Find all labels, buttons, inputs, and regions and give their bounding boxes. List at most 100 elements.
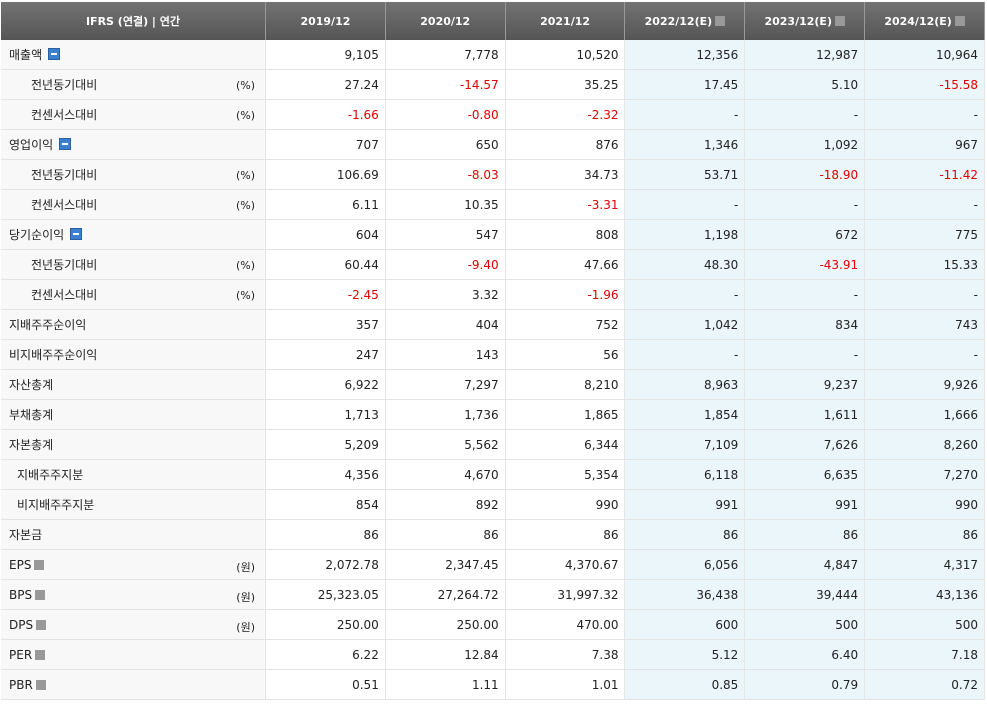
row-label: 당기순이익 [9, 228, 65, 242]
row-label-cell: 자본금 [1, 519, 266, 550]
value-cell: - [744, 99, 866, 130]
value-cell: 2,347.45 [385, 549, 506, 580]
unit: (%) [235, 199, 255, 212]
row-label: 전년동기대비 [31, 78, 98, 92]
value-cell: 53.71 [624, 159, 746, 190]
value-cell: 1,346 [624, 129, 746, 160]
value-cell: 36,438 [624, 579, 746, 610]
value-cell: - [624, 339, 746, 370]
table-row: 당기순이익 604 547 808 1,198 672 775 [1, 219, 985, 250]
value-cell: 4,370.67 [505, 549, 626, 580]
value-cell: 1.01 [505, 669, 626, 700]
value-cell: 0.51 [265, 669, 386, 700]
value-cell: 7.18 [864, 639, 985, 670]
value-cell: 743 [864, 309, 985, 340]
help-icon[interactable] [834, 15, 845, 26]
help-icon[interactable] [36, 619, 47, 630]
row-label: PER [9, 647, 33, 662]
value-cell: 6,118 [624, 459, 746, 490]
table-row: 전년동기대비 (%) 60.44 -9.40 47.66 48.30 -43.91 15.33 [1, 249, 985, 280]
row-label: 비지배주주지분 [17, 498, 95, 512]
value-cell: 834 [744, 309, 866, 340]
row-label: 매출액 [9, 48, 43, 62]
value-cell: 10.35 [385, 189, 506, 220]
table-row: 전년동기대비 (%) 106.69 -8.03 34.73 53.71 -18.90 -11.… [1, 159, 985, 190]
value-cell: 1,042 [624, 309, 746, 340]
row-label-cell: 매출액 [1, 40, 266, 70]
value-cell: 250.00 [385, 609, 506, 640]
value-cell: 7,297 [385, 369, 506, 400]
row-label: PBR [9, 677, 33, 692]
toggle-icon[interactable] [48, 48, 61, 60]
help-icon[interactable] [715, 15, 726, 26]
value-cell: 547 [385, 219, 506, 250]
value-cell: -2.32 [505, 99, 626, 130]
value-cell: - [864, 99, 985, 130]
row-label: BPS [9, 587, 33, 602]
value-cell: 1.11 [385, 669, 506, 700]
value-cell: 7,270 [864, 459, 985, 490]
row-label-cell: 전년동기대비 (%) [1, 159, 266, 190]
value-cell: 0.85 [624, 669, 746, 700]
value-cell: 27,264.72 [385, 579, 506, 610]
value-cell: 9,926 [864, 369, 985, 400]
value-cell: - [624, 279, 746, 310]
value-cell: 6.11 [265, 189, 386, 220]
value-cell: 876 [505, 129, 626, 160]
value-cell: 1,736 [385, 399, 506, 430]
table-row: 컨센서스대비 (%) -1.66 -0.80 -2.32- - - [1, 99, 985, 130]
value-cell: 43,136 [864, 579, 985, 610]
row-label: 전년동기대비 [31, 258, 98, 272]
value-cell: - [864, 339, 985, 370]
table-row: 지배주주지분 4,356 4,670 5,354 6,118 6,635 7,270 [1, 459, 985, 490]
value-cell: 31,997.32 [505, 579, 626, 610]
row-label-cell: 당기순이익 [1, 219, 266, 250]
column-header: 2022/12(E) [624, 2, 746, 40]
toggle-icon[interactable] [70, 228, 83, 240]
value-cell: 967 [864, 129, 985, 160]
table-body: 매출액 9,105 7,778 10,520 12,356 12,987 10,964 전년동… [1, 40, 985, 700]
help-icon[interactable] [35, 679, 46, 690]
row-label-cell: 컨센서스대비 (%) [1, 189, 266, 220]
unit: (%) [235, 169, 255, 182]
value-cell: 6,922 [265, 369, 386, 400]
value-cell: 15.33 [864, 249, 985, 280]
row-label-cell: 자본총계 [1, 429, 266, 460]
value-cell: 854 [265, 489, 386, 520]
value-cell: -0.80 [385, 99, 506, 130]
help-icon[interactable] [35, 589, 46, 600]
row-label: 컨센서스대비 [31, 288, 98, 302]
value-cell: 9,237 [744, 369, 866, 400]
row-label-cell: DPS (원) [1, 609, 266, 640]
value-cell: 752 [505, 309, 626, 340]
row-label-cell: BPS (원) [1, 579, 266, 610]
table-row: 비지배주주지분 854 892 990 991 991 990 [1, 489, 985, 520]
column-header: 2021/12 [505, 2, 626, 40]
value-cell: 0.79 [744, 669, 866, 700]
row-label: 비지배주주순이익 [9, 348, 98, 362]
value-cell: 27.24 [265, 69, 386, 100]
table-row: 매출액 9,105 7,778 10,520 12,356 12,987 10,964 [1, 40, 985, 70]
table-row: 지배주주순이익 357 404 752 1,042 834 743 [1, 309, 985, 340]
row-label-cell: 컨센서스대비 (%) [1, 279, 266, 310]
row-label: 자본금 [9, 528, 43, 542]
help-icon[interactable] [954, 15, 965, 26]
help-icon[interactable] [35, 649, 46, 660]
value-cell: 7,778 [385, 40, 506, 70]
value-cell: 35.25 [505, 69, 626, 100]
value-cell: 86 [385, 519, 506, 550]
value-cell: 48.30 [624, 249, 746, 280]
value-cell: 106.69 [265, 159, 386, 190]
row-label-cell: 비지배주주순이익 [1, 339, 266, 370]
value-cell: 404 [385, 309, 506, 340]
toggle-icon[interactable] [59, 138, 72, 150]
value-cell: 86 [864, 519, 985, 550]
value-cell: 357 [265, 309, 386, 340]
value-cell: -2.45 [265, 279, 386, 310]
help-icon[interactable] [34, 559, 45, 570]
value-cell: 8,260 [864, 429, 985, 460]
value-cell: -15.58 [864, 69, 985, 100]
value-cell: 500 [864, 609, 985, 640]
